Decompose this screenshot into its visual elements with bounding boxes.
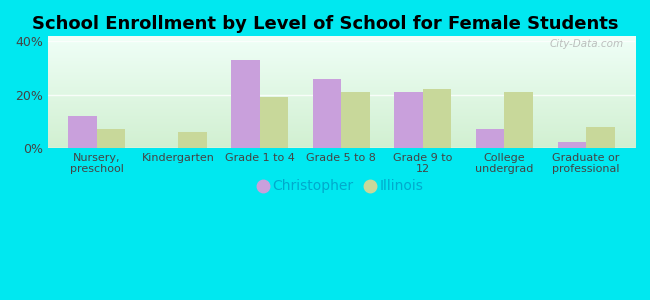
Bar	[586, 127, 615, 148]
Bar	[97, 129, 125, 148]
Bar	[260, 97, 289, 148]
Bar	[476, 129, 504, 148]
Bar	[423, 89, 452, 148]
Bar	[395, 92, 423, 148]
Bar	[178, 132, 207, 148]
Bar	[313, 79, 341, 148]
Text: School Enrollment by Level of School for Female Students: School Enrollment by Level of School for…	[32, 15, 618, 33]
Bar	[341, 92, 370, 148]
Text: City-Data.com: City-Data.com	[549, 39, 623, 50]
Bar	[558, 142, 586, 148]
Bar	[68, 116, 97, 148]
Legend: Christopher, Illinois: Christopher, Illinois	[254, 174, 429, 199]
Bar	[231, 60, 260, 148]
Bar	[504, 92, 533, 148]
